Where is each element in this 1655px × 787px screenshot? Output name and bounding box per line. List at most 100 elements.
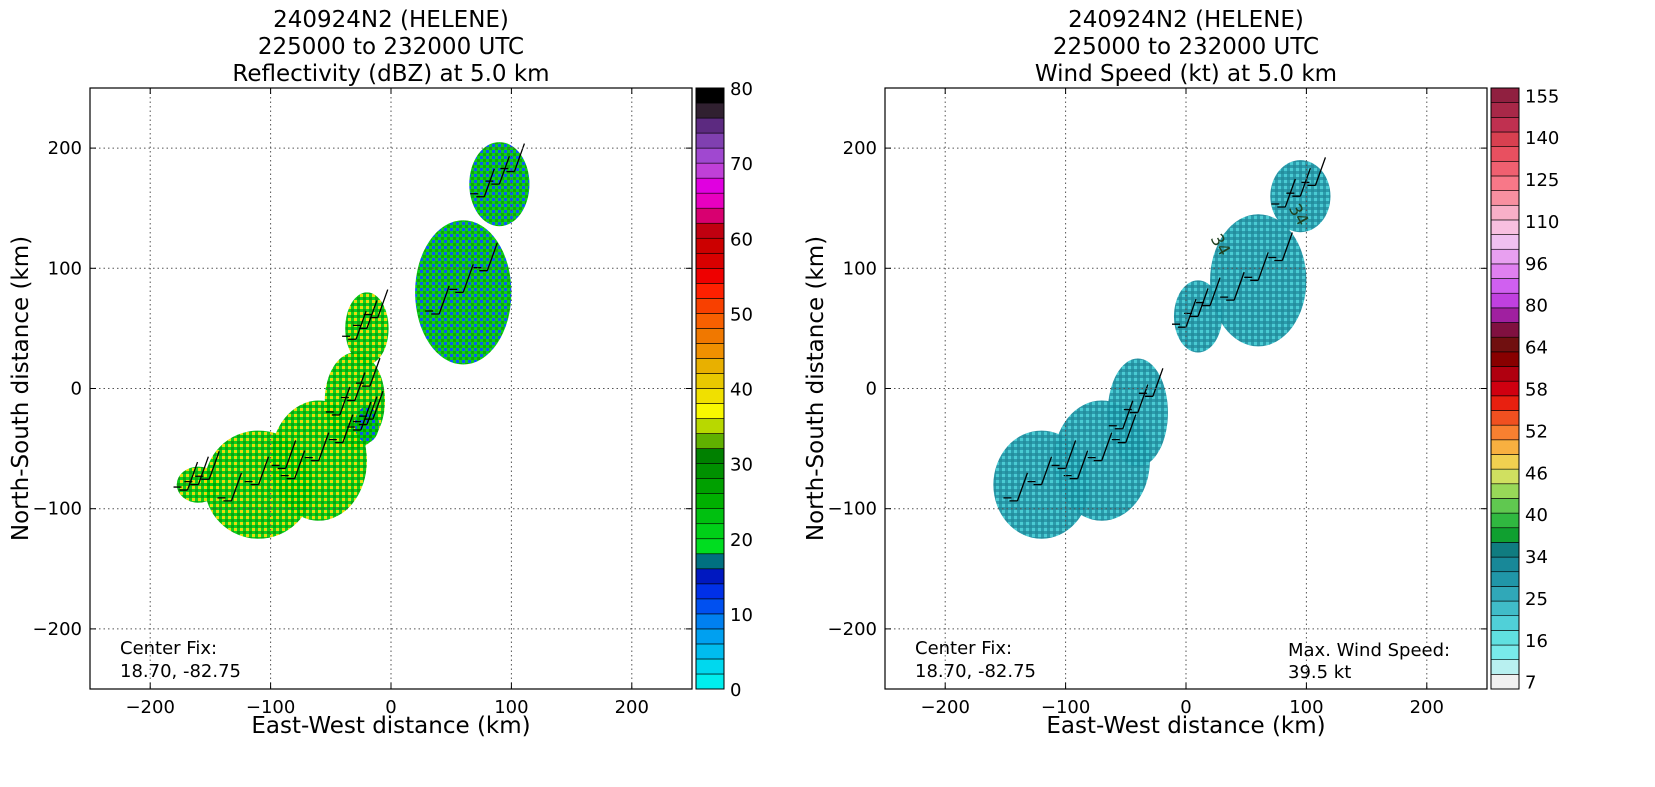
wind-barb (280, 450, 306, 480)
colorbar-segment (1490, 439, 1520, 455)
colorbar-segment (695, 478, 725, 494)
colorbar-tick-label: 30 (730, 455, 753, 476)
wind-barb (1051, 440, 1077, 470)
colorbar-tick-label: 60 (730, 229, 753, 250)
colorbar-segment (1490, 322, 1520, 338)
colorbar-segment (695, 643, 725, 660)
colorbar-segment (1490, 117, 1520, 133)
colorbar-segment (695, 222, 725, 239)
colorbar-segment (695, 598, 725, 615)
y-tick-label: −200 (828, 619, 877, 640)
wind-barb (1196, 277, 1221, 307)
colorbar-segment (1490, 234, 1520, 250)
y-tick-label: −100 (828, 499, 877, 520)
center-fix-label: Center Fix: (120, 638, 217, 659)
colorbar-segment (695, 237, 725, 254)
colorbar-segment (1490, 571, 1520, 587)
colorbar-segment (1490, 351, 1520, 367)
wind-barb (363, 289, 389, 319)
colorbar-segment (1490, 674, 1520, 690)
colorbar-segment (1490, 278, 1520, 294)
colorbar-segment (695, 207, 725, 224)
x-tick-label: 0 (1180, 697, 1191, 718)
chart-title-line: Wind Speed (kt) at 5.0 km (1035, 61, 1337, 87)
x-tick-label: 100 (494, 697, 528, 718)
wind-barb (352, 396, 378, 426)
chart-title-line: 225000 to 232000 UTC (258, 34, 524, 60)
y-tick-label: 0 (866, 379, 877, 400)
colorbar-segment (695, 433, 725, 449)
colorbar-segment (695, 328, 725, 344)
colorbar-segment (1490, 175, 1520, 191)
colorbar-segment (695, 658, 725, 675)
colorbar-segment (1490, 336, 1520, 353)
colorbar-tick-label: 40 (1525, 505, 1548, 526)
colorbar-tick-label: 50 (730, 304, 753, 325)
colorbar-segment (695, 553, 725, 570)
colorbar-segment (695, 418, 725, 434)
colorbar-tick-label: 40 (730, 380, 753, 401)
colorbar-segment (1490, 454, 1520, 470)
x-tick-label: 0 (385, 697, 396, 718)
wind-barb (244, 456, 270, 486)
colorbar-segment (695, 448, 725, 464)
colorbar-tick-label: 20 (730, 530, 753, 551)
colorbar-segment (1490, 219, 1520, 235)
colorbar-segment (1490, 542, 1520, 558)
y-axis-label: North-South distance (km) (803, 236, 829, 541)
colorbar-segment (1490, 380, 1520, 397)
colorbar-segment (695, 102, 725, 119)
max-wind-value: 39.5 kt (1288, 662, 1351, 683)
colorbar-segment (695, 343, 725, 359)
colorbar-frame (1490, 87, 1520, 690)
wind-barb (352, 300, 378, 330)
x-tick-label: 200 (615, 697, 649, 718)
colorbar-tick-label: 70 (730, 154, 753, 175)
colorbar-segment (695, 117, 725, 134)
colorbar-segment (1490, 395, 1520, 411)
colorbar-segment (695, 613, 725, 630)
colorbar-tick-label: 64 (1525, 338, 1548, 359)
colorbar-segment (695, 583, 725, 600)
y-axis-label: North-South distance (km) (8, 236, 34, 541)
wind-barb (1244, 252, 1269, 281)
colorbar-segment (1490, 366, 1520, 382)
colorbar-segment (695, 177, 725, 194)
y-tick-label: −200 (33, 619, 82, 640)
wind-barb (184, 456, 209, 486)
colorbar-segment (695, 538, 725, 555)
colorbar-tick-label: 34 (1525, 547, 1548, 568)
colorbar-segment (695, 87, 725, 104)
colorbar-segment (1490, 87, 1520, 103)
colorbar-segment (1490, 204, 1520, 221)
colorbar-segment (1490, 292, 1520, 309)
wind-barb (425, 285, 450, 315)
colorbar-segment (1490, 630, 1520, 646)
chart-title-line: 240924N2 (HELENE) (273, 7, 509, 33)
center-fix-value: 18.70, -82.75 (915, 661, 1036, 682)
wind-barb (470, 168, 495, 198)
colorbar-segment (1490, 160, 1520, 177)
colorbar-segment (695, 132, 725, 149)
colorbar-segment (1490, 527, 1520, 543)
colorbar-segment (1490, 483, 1520, 499)
colorbar-segment (1490, 424, 1520, 441)
colorbar-segment (1490, 263, 1520, 279)
colorbar-segment (1490, 615, 1520, 631)
center-fix-label: Center Fix: (915, 638, 1012, 659)
x-tick-label: −200 (125, 697, 174, 718)
x-axis-label: East-West distance (km) (1046, 713, 1325, 739)
colorbar-segment (1490, 410, 1520, 426)
colorbar-frame (695, 87, 725, 690)
wind-barb (473, 242, 498, 272)
center-fix-value: 18.70, -82.75 (120, 661, 241, 682)
wind-barb (1027, 456, 1053, 486)
wind-barb (449, 264, 474, 293)
colorbar-segment (695, 388, 725, 404)
wind-barb (355, 357, 381, 387)
x-tick-label: 100 (1289, 697, 1323, 718)
y-tick-label: −100 (33, 499, 82, 520)
wind-barb (304, 432, 330, 462)
colorbar-segment (695, 162, 725, 179)
colorbar-segment (695, 267, 725, 284)
